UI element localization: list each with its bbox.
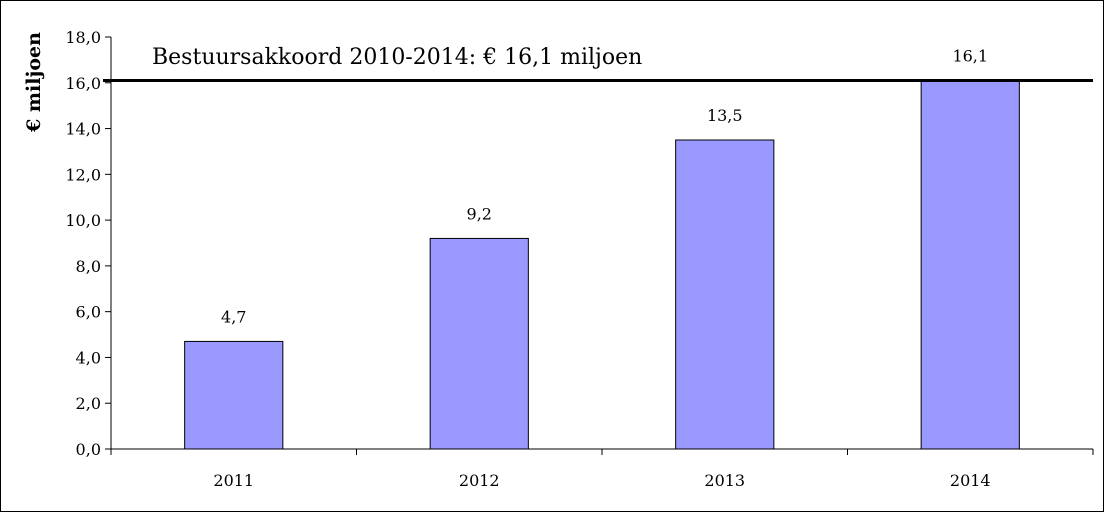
- bar: [675, 139, 775, 450]
- bar: [184, 340, 284, 450]
- y-tick-label: 10,0: [65, 211, 101, 230]
- reference-line-group: Bestuursakkoord 2010-2014: € 16,1 miljoe…: [103, 45, 1093, 82]
- y-tick-label: 12,0: [65, 165, 101, 184]
- y-tick-label: 4,0: [76, 348, 101, 367]
- bar: [429, 237, 529, 450]
- x-tick-label: 2014: [950, 471, 991, 490]
- y-tick-label: 16,0: [65, 74, 101, 93]
- y-tick-label: 18,0: [65, 28, 101, 47]
- y-tick-label: 14,0: [65, 120, 101, 139]
- y-tick-label: 8,0: [76, 257, 101, 276]
- data-label: 16,1: [952, 46, 988, 65]
- data-label: 9,2: [467, 204, 492, 223]
- data-label: 13,5: [707, 106, 743, 125]
- y-axis-label: € miljoen: [23, 32, 45, 133]
- data-label: 4,7: [221, 307, 246, 326]
- y-tick-label: 2,0: [76, 394, 101, 413]
- bar: [920, 79, 1020, 450]
- x-tick-label: 2011: [213, 471, 254, 490]
- reference-line-label: Bestuursakkoord 2010-2014: € 16,1 miljoe…: [152, 45, 642, 70]
- x-tick-label: 2013: [704, 471, 745, 490]
- bars: 4,7 9,2 13,5 16,1: [184, 46, 1020, 450]
- x-tick-label: 2012: [459, 471, 500, 490]
- y-tick-label: 6,0: [76, 303, 101, 322]
- y-tick-label: 0,0: [76, 440, 101, 459]
- y-axis: 0,0 2,0 4,0 6,0 8,0 10,0 12,0 14,0 16,0 18,0: [65, 28, 112, 459]
